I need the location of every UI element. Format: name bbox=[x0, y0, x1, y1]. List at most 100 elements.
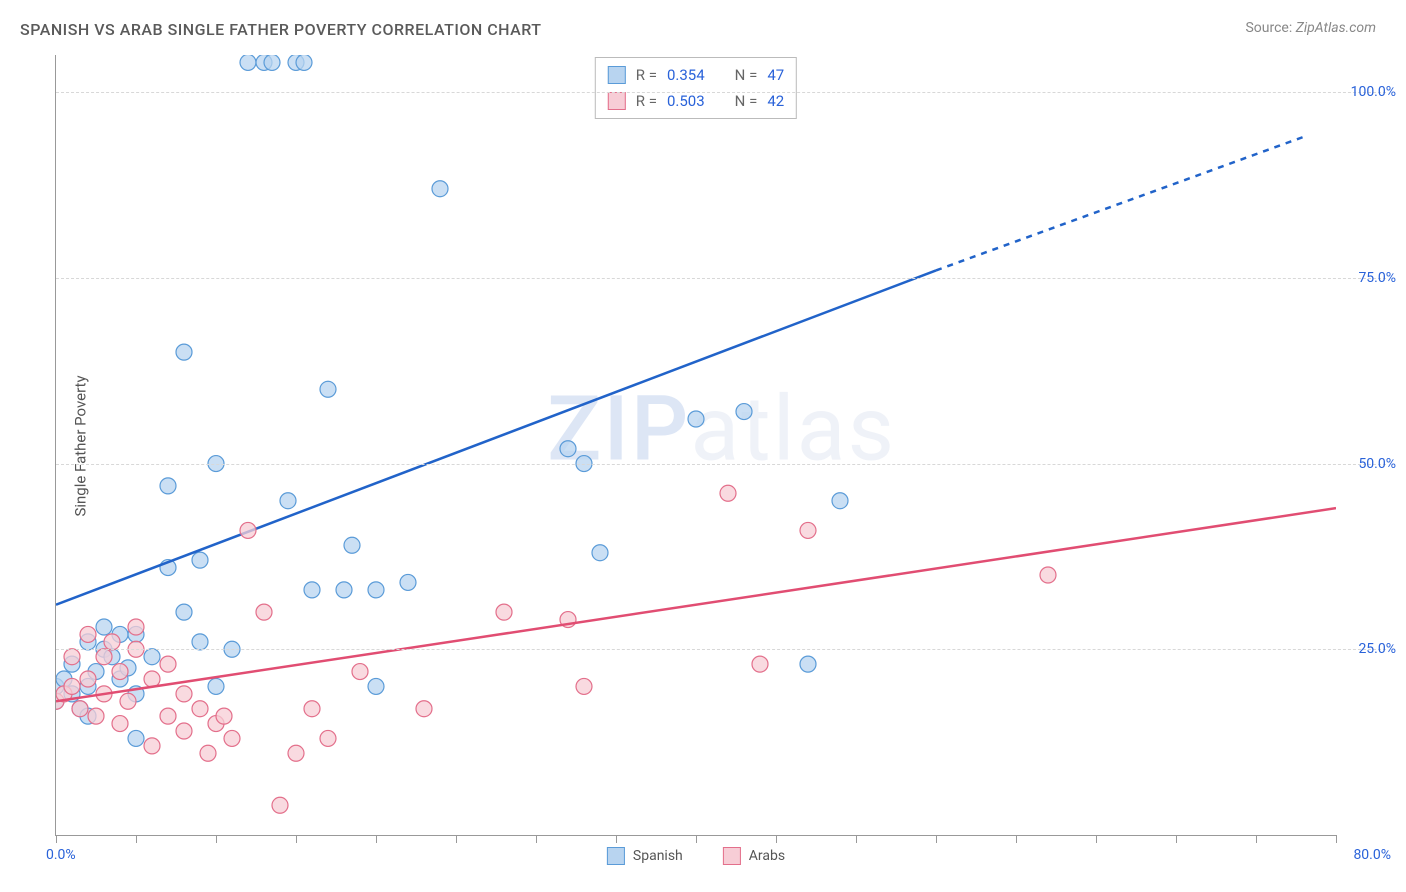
scatter-point-spanish bbox=[192, 634, 208, 650]
scatter-point-spanish bbox=[344, 537, 360, 553]
x-tick bbox=[1256, 835, 1257, 843]
x-max-label: 80.0% bbox=[1353, 847, 1391, 863]
x-tick bbox=[296, 835, 297, 843]
scatter-point-spanish bbox=[56, 693, 64, 709]
scatter-point-arabs bbox=[560, 612, 576, 628]
scatter-point-arabs bbox=[176, 686, 192, 702]
scatter-point-spanish bbox=[280, 493, 296, 509]
scatter-point-spanish bbox=[688, 411, 704, 427]
scatter-point-spanish bbox=[400, 574, 416, 590]
scatter-point-spanish bbox=[88, 664, 104, 680]
x-tick bbox=[376, 835, 377, 843]
r-label: R = bbox=[636, 92, 657, 110]
scatter-point-arabs bbox=[144, 671, 160, 687]
scatter-point-arabs bbox=[120, 693, 136, 709]
swatch-spanish bbox=[608, 66, 626, 84]
scatter-point-spanish bbox=[368, 582, 384, 598]
series-legend: SpanishArabs bbox=[607, 847, 785, 865]
n-label: N = bbox=[735, 92, 758, 110]
scatter-point-spanish bbox=[832, 493, 848, 509]
scatter-point-arabs bbox=[240, 522, 256, 538]
source-attribution: Source: ZipAtlas.com bbox=[1245, 20, 1376, 36]
watermark-zip: ZIP bbox=[547, 377, 690, 482]
scatter-point-spanish bbox=[80, 708, 96, 724]
gridline bbox=[56, 92, 1386, 93]
scatter-point-arabs bbox=[352, 664, 368, 680]
scatter-point-arabs bbox=[80, 626, 96, 642]
scatter-point-spanish bbox=[176, 604, 192, 620]
scatter-point-arabs bbox=[752, 656, 768, 672]
scatter-point-spanish bbox=[560, 441, 576, 457]
swatch-icon bbox=[607, 847, 625, 865]
scatter-point-arabs bbox=[1040, 567, 1056, 583]
scatter-point-arabs bbox=[96, 649, 112, 665]
scatter-point-spanish bbox=[256, 55, 272, 70]
scatter-point-arabs bbox=[112, 716, 128, 732]
y-tick-label: 75.0% bbox=[1358, 270, 1396, 286]
n-label: N = bbox=[735, 66, 758, 84]
scatter-point-spanish bbox=[104, 649, 120, 665]
scatter-point-arabs bbox=[128, 619, 144, 635]
scatter-point-spanish bbox=[80, 678, 96, 694]
scatter-point-arabs bbox=[208, 716, 224, 732]
scatter-point-arabs bbox=[96, 686, 112, 702]
scatter-point-spanish bbox=[128, 730, 144, 746]
scatter-point-spanish bbox=[120, 660, 136, 676]
scatter-point-arabs bbox=[720, 485, 736, 501]
y-tick-label: 25.0% bbox=[1358, 641, 1396, 657]
scatter-point-spanish bbox=[112, 626, 128, 642]
scatter-point-arabs bbox=[64, 678, 80, 694]
r-value: 0.354 bbox=[667, 66, 705, 84]
swatch-icon bbox=[723, 847, 741, 865]
scatter-point-spanish bbox=[56, 671, 72, 687]
scatter-point-spanish bbox=[592, 545, 608, 561]
scatter-point-arabs bbox=[72, 701, 88, 717]
x-tick bbox=[456, 835, 457, 843]
x-tick bbox=[1336, 835, 1337, 843]
x-min-label: 0.0% bbox=[46, 847, 76, 863]
scatter-point-arabs bbox=[104, 634, 120, 650]
scatter-point-spanish bbox=[432, 181, 448, 197]
x-tick bbox=[1016, 835, 1017, 843]
trend-line-arabs bbox=[56, 508, 1336, 701]
scatter-point-arabs bbox=[160, 708, 176, 724]
scatter-point-spanish bbox=[240, 55, 256, 70]
x-tick bbox=[616, 835, 617, 843]
scatter-point-arabs bbox=[416, 701, 432, 717]
scatter-point-spanish bbox=[128, 686, 144, 702]
scatter-point-arabs bbox=[800, 522, 816, 538]
scatter-point-arabs bbox=[64, 649, 80, 665]
scatter-point-arabs bbox=[576, 678, 592, 694]
scatter-point-spanish bbox=[64, 656, 80, 672]
scatter-point-spanish bbox=[192, 552, 208, 568]
source-value: ZipAtlas.com bbox=[1296, 20, 1376, 36]
scatter-point-arabs bbox=[288, 745, 304, 761]
watermark: ZIPatlas bbox=[547, 377, 896, 482]
scatter-point-arabs bbox=[176, 723, 192, 739]
scatter-point-arabs bbox=[272, 797, 288, 813]
watermark-atlas: atlas bbox=[690, 377, 896, 482]
r-value: 0.503 bbox=[667, 92, 705, 110]
scatter-point-arabs bbox=[320, 730, 336, 746]
scatter-point-spanish bbox=[208, 678, 224, 694]
scatter-point-arabs bbox=[256, 604, 272, 620]
x-tick bbox=[56, 835, 57, 843]
scatter-point-spanish bbox=[320, 381, 336, 397]
scatter-point-arabs bbox=[496, 604, 512, 620]
scatter-point-spanish bbox=[64, 686, 80, 702]
scatter-point-spanish bbox=[296, 55, 312, 70]
chart-container: SPANISH VS ARAB SINGLE FATHER POVERTY CO… bbox=[0, 0, 1406, 892]
legend-row-spanish: R =0.354N =47 bbox=[608, 62, 784, 88]
gridline bbox=[56, 649, 1386, 650]
scatter-point-arabs bbox=[200, 745, 216, 761]
scatter-point-spanish bbox=[72, 701, 88, 717]
scatter-point-spanish bbox=[176, 344, 192, 360]
legend-item-spanish: Spanish bbox=[607, 847, 683, 865]
n-value: 42 bbox=[767, 92, 784, 110]
scatter-point-spanish bbox=[336, 582, 352, 598]
x-tick bbox=[776, 835, 777, 843]
scatter-point-arabs bbox=[160, 656, 176, 672]
r-label: R = bbox=[636, 66, 657, 84]
x-tick bbox=[936, 835, 937, 843]
scatter-point-spanish bbox=[144, 649, 160, 665]
